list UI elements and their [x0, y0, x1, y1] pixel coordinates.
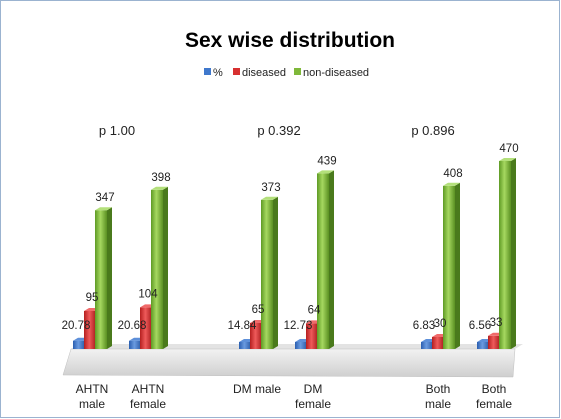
bar-face	[317, 173, 329, 349]
bar-non-diseased	[261, 196, 278, 349]
chart-title: Sex wise distribution	[185, 29, 395, 52]
category-label: DM female	[295, 382, 331, 411]
legend-swatch-percent	[204, 68, 211, 75]
bar-top	[95, 207, 112, 211]
data-label-diseased: 30	[434, 318, 447, 330]
data-label-percent: 6.56	[469, 320, 491, 332]
legend-label-percent: %	[213, 67, 223, 79]
bar-top	[443, 182, 460, 186]
bar-face	[306, 323, 318, 349]
legend-swatch-diseased	[233, 68, 240, 75]
bar-non-diseased	[499, 158, 516, 349]
data-label-diseased: 33	[490, 317, 503, 329]
bar-non-diseased	[151, 186, 168, 349]
bar-face	[261, 199, 273, 349]
legend-label-non-diseased: non-diseased	[303, 67, 369, 79]
data-label-diseased: 95	[86, 292, 99, 304]
category-label: AHTN female	[130, 382, 166, 411]
bar-face	[477, 342, 489, 349]
p-value-label: p 0.896	[411, 123, 454, 138]
bar-face	[295, 342, 307, 349]
bar-face	[140, 307, 152, 349]
data-label-non-diseased: 398	[151, 172, 170, 184]
category-label: Both female	[476, 382, 512, 411]
data-label-percent: 6.83	[413, 320, 435, 332]
chart-floor	[62, 348, 516, 378]
data-label-percent: 12.73	[284, 320, 313, 332]
data-label-non-diseased: 439	[317, 155, 336, 167]
bar-non-diseased	[95, 207, 112, 349]
data-label-percent: 20.68	[118, 320, 147, 332]
p-value-label: p 1.00	[99, 123, 135, 138]
bar-face	[443, 185, 455, 349]
bar-face	[84, 311, 96, 349]
data-label-non-diseased: 470	[499, 143, 518, 155]
bar-face	[250, 323, 262, 349]
bar-top	[151, 186, 168, 190]
bar-non-diseased	[443, 182, 460, 349]
bar-face	[421, 342, 433, 349]
bar-top	[261, 196, 278, 200]
bar-face	[151, 189, 163, 349]
labels-layer: p 1.00 20.78 95 347 AHTN male 20.68 104 398 AHTN f…	[62, 123, 519, 411]
bar-face	[239, 342, 251, 349]
bars-layer	[73, 158, 516, 349]
p-value-label: p 0.392	[257, 123, 300, 138]
data-label-percent: 20.78	[62, 320, 91, 332]
bar-side	[511, 158, 516, 349]
legend-label-diseased: diseased	[242, 67, 286, 79]
bar-side	[107, 207, 112, 349]
data-label-non-diseased: 373	[261, 182, 280, 194]
data-label-diseased: 65	[252, 304, 265, 316]
category-label: AHTN male	[76, 382, 109, 411]
bar-face	[95, 210, 107, 349]
data-label-non-diseased: 408	[443, 168, 462, 180]
bar-face	[129, 340, 141, 349]
bar-side	[163, 186, 168, 349]
bar-top	[499, 158, 516, 161]
bar-side	[455, 182, 460, 349]
legend: % diseased non-diseased	[204, 67, 369, 79]
data-label-diseased: 104	[138, 288, 158, 300]
data-label-percent: 14.84	[228, 320, 257, 332]
legend-swatch-non-diseased	[294, 68, 301, 75]
category-label: DM male	[233, 382, 281, 396]
bar-face	[432, 337, 444, 349]
category-label: Both male	[425, 382, 451, 411]
bar-top	[317, 170, 334, 174]
bar-non-diseased	[317, 170, 334, 349]
bar-face	[499, 161, 511, 349]
bar-side	[273, 196, 278, 349]
data-label-diseased: 64	[308, 304, 321, 316]
bar-face	[488, 335, 500, 349]
bar-face	[73, 340, 85, 349]
bar-side	[329, 170, 334, 349]
data-label-non-diseased: 347	[95, 192, 114, 204]
